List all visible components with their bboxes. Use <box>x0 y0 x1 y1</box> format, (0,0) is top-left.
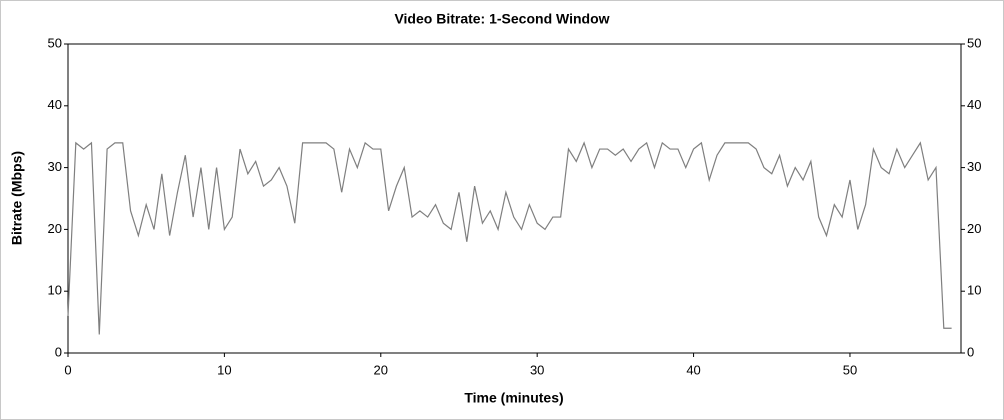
y-tick-label: 20 <box>48 221 62 236</box>
x-tick-label: 30 <box>530 362 544 377</box>
y2-tick-label: 20 <box>967 221 981 236</box>
y2-tick-label: 40 <box>967 97 981 112</box>
y-tick-label: 40 <box>48 97 62 112</box>
x-axis-label: Time (minutes) <box>464 390 563 406</box>
x-tick-label: 20 <box>374 362 388 377</box>
y2-tick-label: 0 <box>967 344 974 359</box>
series-line <box>67 141 952 335</box>
y2-tick-label: 10 <box>967 283 981 298</box>
x-tick-label: 0 <box>64 362 71 377</box>
y-tick-label: 30 <box>48 159 62 174</box>
plot-area <box>67 43 962 354</box>
x-tick-label: 40 <box>686 362 700 377</box>
y-tick-label: 50 <box>48 35 62 50</box>
x-tick-label: 10 <box>217 362 231 377</box>
y-axis-label: Bitrate (Mbps) <box>9 151 25 245</box>
y-tick-label: 0 <box>55 344 62 359</box>
x-tick-label: 50 <box>843 362 857 377</box>
y-tick-label: 10 <box>48 283 62 298</box>
chart-title: Video Bitrate: 1-Second Window <box>394 11 609 27</box>
y2-tick-label: 30 <box>967 159 981 174</box>
y2-tick-label: 50 <box>967 35 981 50</box>
